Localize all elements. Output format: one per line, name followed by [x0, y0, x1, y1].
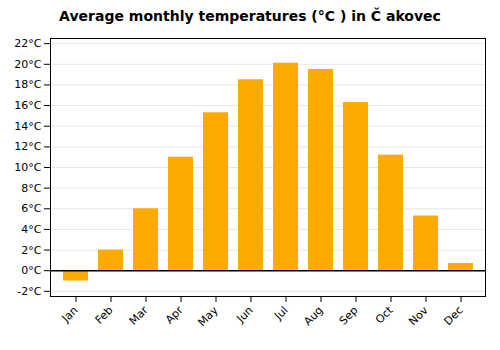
svg-text:14°C: 14°C [14, 120, 41, 133]
svg-text:Jun: Jun [234, 304, 256, 326]
svg-text:Feb: Feb [93, 304, 116, 327]
svg-text:4°C: 4°C [21, 223, 41, 236]
svg-text:2°C: 2°C [21, 244, 41, 257]
svg-text:20°C: 20°C [14, 58, 41, 71]
svg-text:8°C: 8°C [21, 182, 41, 195]
svg-text:May: May [195, 303, 221, 329]
svg-text:22°C: 22°C [14, 37, 41, 50]
svg-text:Aug: Aug [301, 304, 325, 328]
svg-text:Apr: Apr [163, 303, 186, 326]
svg-text:18°C: 18°C [14, 78, 41, 91]
svg-text:16°C: 16°C [14, 99, 41, 112]
svg-text:10°C: 10°C [14, 161, 41, 174]
svg-text:Mar: Mar [127, 303, 151, 327]
svg-text:Dec: Dec [441, 304, 465, 328]
svg-text:0°C: 0°C [21, 264, 41, 277]
svg-text:Jul: Jul [271, 304, 290, 323]
svg-text:-2°C: -2°C [17, 285, 41, 298]
svg-text:Jan: Jan [59, 304, 81, 326]
svg-text:Oct: Oct [373, 303, 396, 326]
svg-text:Sep: Sep [337, 304, 361, 328]
svg-text:12°C: 12°C [14, 140, 41, 153]
html-text:Average monthly temperatures (: Average monthly temperatures (°C ) in Č … [59, 8, 441, 24]
svg-text:6°C: 6°C [21, 202, 41, 215]
svg-text:Nov: Nov [406, 303, 431, 328]
